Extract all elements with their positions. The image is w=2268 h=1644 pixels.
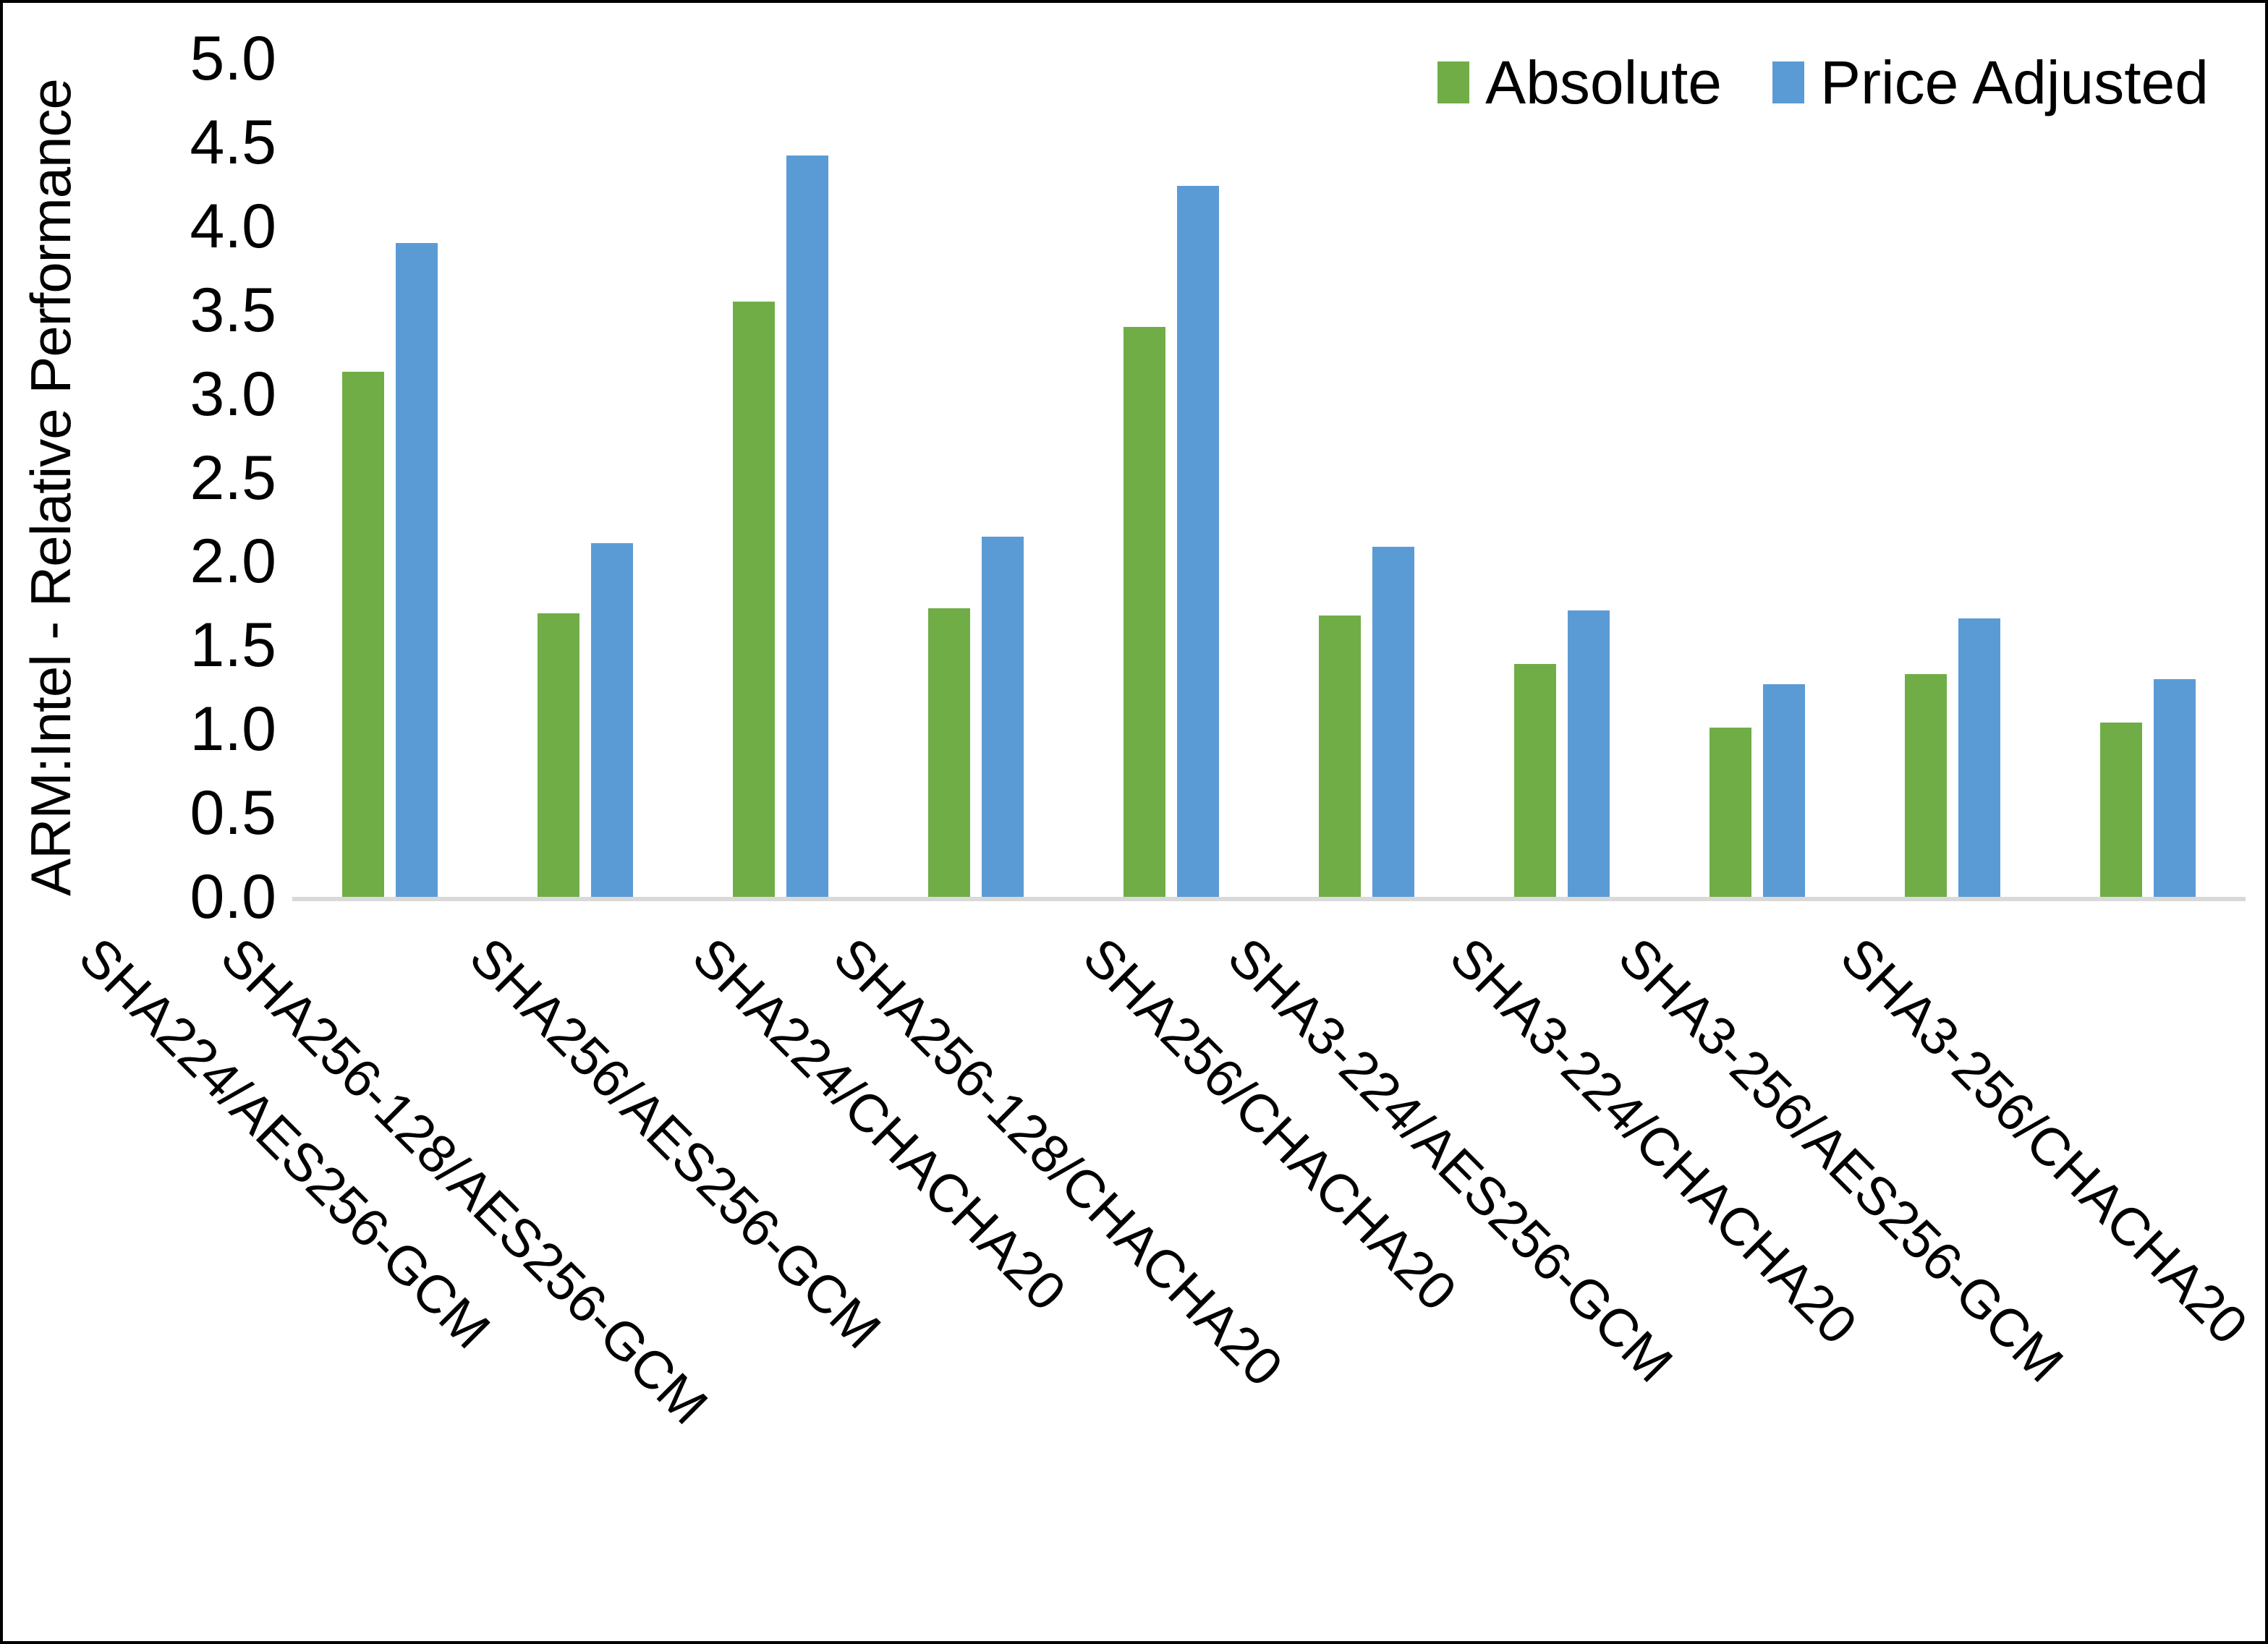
- legend-item[interactable]: Price Adjusted: [1772, 52, 2209, 113]
- y-axis-tick-label: 2.0: [190, 527, 276, 597]
- y-axis-tick-label: 4.5: [190, 107, 276, 177]
- bar-price-adjusted[interactable]: [1177, 186, 1219, 897]
- bar-absolute[interactable]: [1124, 326, 1165, 897]
- y-axis-tick-label: 0.5: [190, 778, 276, 848]
- legend-label: Price Adjusted: [1820, 48, 2209, 116]
- y-axis-tick-label: 0.0: [190, 862, 276, 932]
- plot-area: [292, 59, 2246, 901]
- bar-price-adjusted[interactable]: [982, 536, 1024, 897]
- bar-absolute[interactable]: [342, 372, 384, 897]
- legend-label: Absolute: [1485, 48, 1723, 116]
- bar-price-adjusted[interactable]: [1372, 546, 1414, 897]
- bar-price-adjusted[interactable]: [591, 542, 633, 897]
- bar-price-adjusted[interactable]: [1958, 618, 2000, 897]
- bar-group: [1855, 59, 2050, 897]
- bar-absolute[interactable]: [1514, 663, 1556, 897]
- x-axis-tick-label: SHA256/AES256-GCM: [459, 926, 893, 1360]
- y-axis-tick-label: 3.5: [190, 275, 276, 345]
- bar-price-adjusted[interactable]: [1763, 683, 1805, 897]
- bar-group: [683, 59, 878, 897]
- chart-legend: Absolute Price Adjusted: [1437, 52, 2209, 113]
- legend-swatch-icon: [1772, 61, 1805, 103]
- bar-group: [1269, 59, 1464, 897]
- bar-absolute[interactable]: [928, 608, 970, 897]
- bar-absolute[interactable]: [538, 613, 579, 897]
- y-axis-tick-label: 1.0: [190, 694, 276, 764]
- bar-absolute[interactable]: [2100, 722, 2142, 897]
- x-axis-tick-label: SHA3-256/CHACHA20: [1829, 926, 2259, 1356]
- bar-group: [1660, 59, 1855, 897]
- y-axis-tick-labels: 5.0 4.5 4.0 3.5 3.0 2.5 2.0 1.5 1.0 0.5 0.0: [88, 3, 276, 928]
- bar-absolute[interactable]: [1710, 727, 1751, 897]
- bar-group: [2050, 59, 2246, 897]
- bar-price-adjusted[interactable]: [2154, 678, 2196, 897]
- bar-group: [1074, 59, 1269, 897]
- bar-absolute[interactable]: [1319, 615, 1361, 897]
- bar-absolute[interactable]: [733, 302, 775, 897]
- bar-absolute[interactable]: [1905, 673, 1947, 897]
- bar-price-adjusted[interactable]: [1568, 610, 1610, 897]
- y-axis-tick-label: 5.0: [190, 24, 276, 93]
- bar-group: [878, 59, 1074, 897]
- y-axis-tick-label: 1.5: [190, 610, 276, 681]
- bar-group: [488, 59, 683, 897]
- y-axis-tick-label: 2.5: [190, 443, 276, 513]
- bar-price-adjusted[interactable]: [786, 156, 828, 897]
- y-axis-title: ARM:Intel - Relative Performance: [19, 79, 82, 896]
- y-axis-tick-label: 4.0: [190, 191, 276, 261]
- x-axis-category-labels: SHA224/AES256-GCM SHA256-128/AES256-GCM SH…: [3, 907, 2268, 1558]
- bar-price-adjusted[interactable]: [396, 242, 438, 897]
- x-axis-baseline: [292, 897, 2246, 901]
- y-axis-tick-label: 3.0: [190, 359, 276, 429]
- bar-group: [1464, 59, 1660, 897]
- legend-swatch-icon: [1437, 61, 1470, 103]
- bar-group: [292, 59, 488, 897]
- legend-item[interactable]: Absolute: [1437, 52, 1722, 113]
